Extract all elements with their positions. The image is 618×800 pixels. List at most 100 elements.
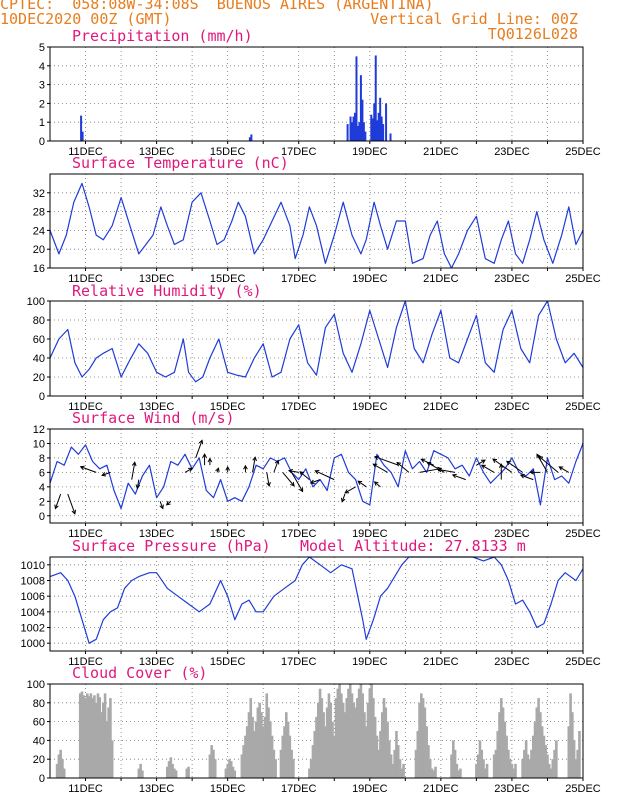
wind-vector [498,463,504,480]
x-tick-label: 21DEC [423,528,459,540]
cloud-bar [542,735,546,778]
x-tick-label: 11DEC [68,146,103,158]
wind-vector-head [165,500,171,506]
cloud-bar [263,716,267,778]
x-tick-label: 13DEC [139,401,175,413]
wind-vector-head [252,456,257,462]
cloud-bar [496,731,500,778]
wind-vector-head [373,481,379,486]
precip-bar [81,131,84,141]
wind-vector [309,479,321,485]
cloud-bar [283,726,286,778]
y-tick-label: 1002 [21,623,45,635]
cloud-bar [325,707,329,778]
cloud-bar [327,693,331,778]
precip-bar [80,115,83,141]
cloud-bar [96,693,100,778]
cloud-bar [212,749,215,778]
precip-bar [382,124,385,141]
wind-vector-head [451,473,457,479]
series-line [49,556,584,644]
wind-vector-shaft [452,474,466,481]
wind-vector-head [536,453,541,459]
wind-vector [536,453,548,473]
x-tick-label: 23DEC [494,146,530,158]
cloud-bar [308,768,311,778]
header-grid-line: Vertical Grid Line: 00Z [370,10,578,28]
wind-vector-shaft [136,479,140,489]
cloud-bar [338,684,341,778]
wind-vector [492,458,513,473]
cloud-bar [418,702,421,778]
wind-vector [282,472,295,487]
cloud-bar [89,693,93,778]
cloud-bar [309,759,313,778]
wind-vector [215,467,220,473]
cloud-bar [107,707,110,778]
y-tick-label: 1010 [21,560,45,572]
wind-vector-head [266,481,271,487]
cloud-bar [377,749,380,778]
cloud-bar [208,754,212,778]
cloud-bar [494,749,498,778]
x-tick-label: 23DEC [494,783,530,795]
cloud-bar [452,740,455,778]
wind-vector [252,456,257,473]
wind-vector-head [54,504,59,510]
cloud-bar [258,702,261,778]
cloud-bar [94,702,98,778]
wind-vector-shaft [299,471,310,480]
cloud-bar [384,707,388,778]
cloud-bar [546,754,549,778]
model-altitude: Model Altitude: 27.8133 m [300,537,526,555]
wind-vector [101,471,111,477]
cloud-bar [340,693,343,778]
wind-vector-head [243,464,248,470]
cloud-bar [260,712,263,778]
cloud-bar [55,763,59,778]
wind-vector [436,467,456,473]
y-tick-label: 2 [39,496,45,508]
cloud-bar [228,759,231,778]
wind-vector-shaft [538,456,559,473]
cloud-bar [402,763,405,778]
wind-vector-head [519,474,525,479]
cloud-bar [331,721,334,778]
wind-vector-shaft [273,460,279,473]
cloud-bar [62,768,66,778]
cloud-bar [574,759,578,778]
wind-vector [505,460,523,473]
wind-vector-head [215,467,220,473]
cloud-bar [256,707,260,778]
wind-vector-head [188,467,194,472]
cloud-bar [334,698,338,778]
wind-vector-head [299,471,305,476]
wind-vector-shaft [492,458,513,473]
cloud-bar [547,763,551,778]
y-tick-label: 60 [33,334,45,346]
cloud-bar [524,740,528,778]
cloud-bar [553,749,556,778]
cloud-bar [571,712,574,778]
cloud-bar [551,759,555,778]
cloud-bar [368,688,372,778]
humidity-title: Relative Humidity (%) [72,282,262,300]
cloud-bar [533,721,537,778]
cloud-bar [366,702,370,778]
precip-bar [248,137,251,141]
wind-vector-shaft [559,466,570,473]
x-tick-label: 21DEC [423,783,459,795]
cloud-bar [382,698,386,778]
cloud-bar [267,707,270,778]
cloud-bar [357,688,361,778]
cloud-bar [173,768,176,778]
cloud-bar [544,745,547,778]
cloud-bar [505,735,508,778]
cloud-bar [244,735,247,778]
y-tick-label: 20 [33,372,45,384]
cloud-bar [84,698,87,778]
cloud-bar [91,698,94,778]
cloud-bar [100,712,103,778]
wind-vector-shaft [396,462,410,473]
wind-vector-shaft [476,459,486,466]
